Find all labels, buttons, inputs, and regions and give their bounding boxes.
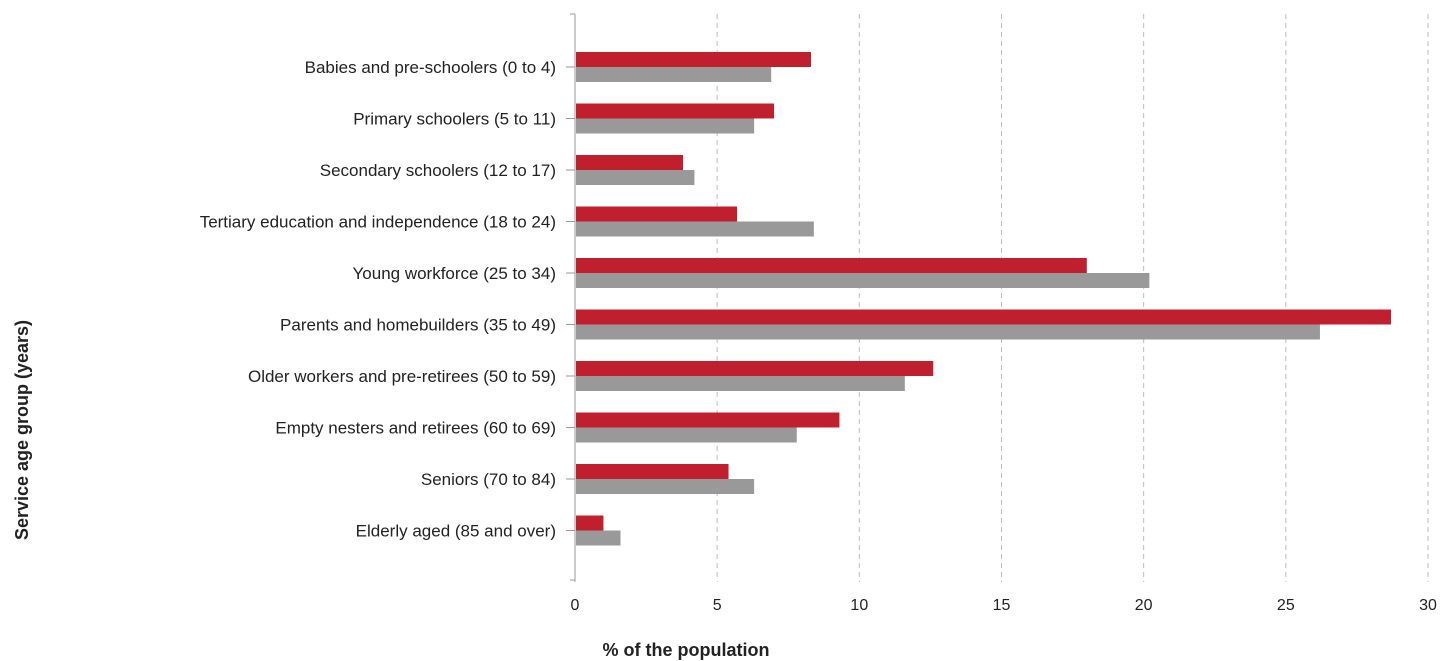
gridlines (716, 14, 1429, 582)
bar-series-2 (576, 221, 814, 237)
bar-series-1 (576, 52, 811, 67)
category-label: Seniors (70 to 84) (421, 470, 556, 489)
category-label: Older workers and pre-retirees (50 to 59… (248, 367, 556, 386)
category-label: Babies and pre-schoolers (0 to 4) (305, 58, 556, 77)
bar-series-1 (576, 206, 738, 222)
y-tick-marks (566, 13, 575, 581)
category-label: Empty nesters and retirees (60 to 69) (275, 419, 556, 438)
bar-series-1 (576, 412, 840, 428)
bar-series-2 (576, 170, 695, 185)
bar-series-2 (576, 376, 905, 391)
x-tick-label: 25 (1277, 597, 1295, 614)
x-tick-label: 15 (993, 597, 1011, 614)
bar-series-1 (576, 103, 775, 119)
bar-series-1 (576, 155, 684, 170)
category-label: Young workforce (25 to 34) (353, 264, 557, 283)
x-tick-label: 5 (713, 597, 722, 614)
bar-series-2 (576, 273, 1150, 288)
x-tick-label: 10 (850, 597, 868, 614)
bar-series-1 (576, 309, 1392, 325)
bar-series-2 (576, 118, 755, 134)
bar-series-2 (576, 324, 1320, 340)
category-label: Secondary schoolers (12 to 17) (320, 161, 556, 180)
bars (576, 52, 1392, 546)
bar-series-1 (576, 258, 1087, 273)
category-labels: Babies and pre-schoolers (0 to 4) Primary… (200, 58, 556, 541)
bar-series-2 (576, 427, 797, 443)
y-axis-title: Service age group (years) (12, 320, 32, 540)
x-axis-title: % of the population (603, 640, 770, 660)
category-label: Elderly aged (85 and over) (356, 522, 556, 541)
bar-series-2 (576, 479, 755, 494)
x-tick-labels: 0 5 10 15 20 25 30 (571, 597, 1437, 614)
bar-series-2 (576, 67, 772, 82)
bar-series-1 (576, 361, 934, 376)
category-label: Tertiary education and independence (18 … (200, 213, 556, 232)
bar-series-1 (576, 515, 604, 531)
category-label: Parents and homebuilders (35 to 49) (280, 316, 556, 335)
x-tick-label: 30 (1419, 597, 1437, 614)
bar-series-2 (576, 530, 621, 546)
bar-series-1 (576, 464, 729, 479)
category-label: Primary schoolers (5 to 11) (353, 110, 556, 129)
x-tick-label: 20 (1135, 597, 1153, 614)
x-tick-label: 0 (571, 597, 580, 614)
